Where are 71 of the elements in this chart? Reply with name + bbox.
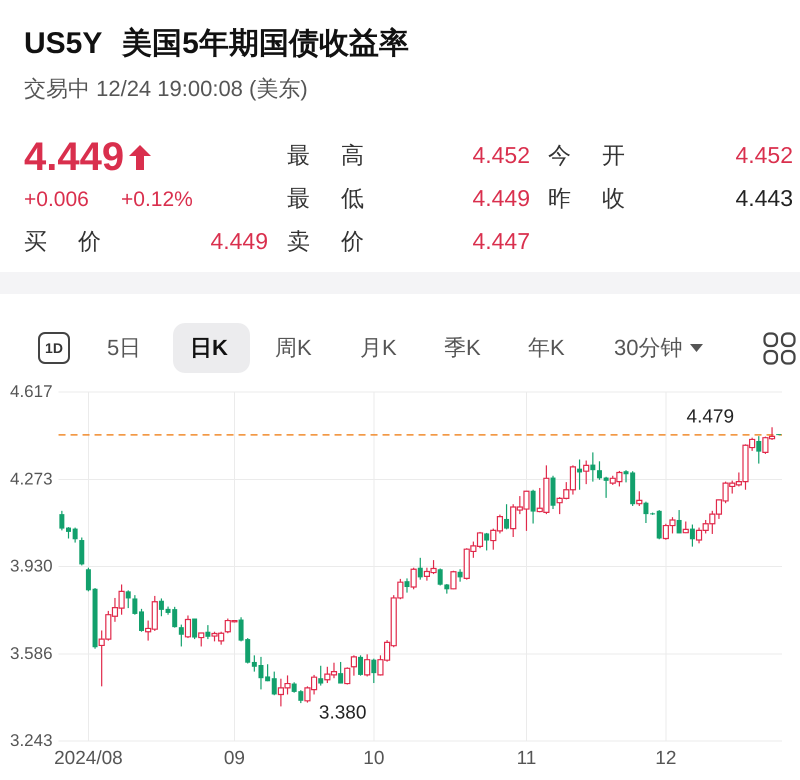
candlestick (450, 570, 457, 590)
annotation: 4.479 (686, 406, 734, 428)
text: 5日 (107, 335, 142, 361)
x-tick-label: 11 (516, 748, 536, 769)
candlestick (298, 690, 304, 704)
annotation: 3.380 (318, 702, 366, 724)
x-tick-label: 09 (224, 748, 245, 769)
chart-subtitle: 交易中 12/24 19:00:08 (美东) (24, 76, 308, 102)
x-tick-label: 12 (655, 748, 676, 769)
candlestick (636, 490, 642, 507)
text: 4.443 (735, 184, 793, 212)
y-tick-label: 3.930 (10, 556, 53, 576)
candlestick (444, 583, 450, 594)
text: 卖价 (287, 227, 364, 255)
text: 今开 (548, 141, 625, 169)
candlestick (590, 452, 596, 482)
text: 季K (444, 335, 481, 361)
text: 最高 (287, 141, 364, 169)
candlestick (338, 661, 344, 684)
candlestick (198, 632, 204, 648)
x-tick-label: 10 (363, 748, 384, 769)
text: 年K (528, 335, 565, 361)
candlestick (410, 567, 417, 590)
candlestick (192, 618, 198, 640)
candlestick (358, 654, 364, 676)
text: 4.449 (472, 184, 530, 212)
candlestick (126, 590, 131, 609)
text: +0.006 (24, 186, 89, 212)
candlestick (178, 624, 184, 648)
y-tick-label: 3.243 (10, 730, 53, 750)
candlestick (404, 578, 410, 594)
y-tick-label: 4.273 (10, 469, 53, 488)
text: 最低 (287, 184, 364, 212)
candlestick (205, 624, 210, 640)
candlestick (577, 458, 582, 490)
text: 月K (360, 335, 397, 361)
text: +0.12% (121, 186, 193, 212)
text: 昨收 (548, 184, 625, 212)
candlestick (364, 654, 370, 678)
candlestick (350, 654, 357, 676)
candlestick (682, 520, 689, 534)
candlestick (292, 682, 297, 694)
text: 4.449 (210, 227, 268, 255)
text: 30分钟 (614, 335, 682, 361)
candlestick (438, 568, 443, 586)
text: 日K (190, 335, 228, 361)
text: 买价 (24, 227, 101, 255)
candlestick (583, 460, 590, 485)
candlestick (530, 489, 536, 524)
text: 4.452 (472, 141, 530, 169)
candlestick (756, 436, 762, 464)
text: 周K (275, 335, 312, 361)
candlestick (344, 666, 350, 686)
y-tick-label: 4.617 (10, 382, 53, 401)
x-tick-label: 2024/08 (54, 748, 123, 769)
candlestick (458, 568, 463, 582)
text: 4.452 (735, 141, 793, 169)
chart-title: US5Y 美国5年期国债收益率 (24, 26, 409, 62)
candlestick (184, 614, 192, 639)
candlestick (318, 665, 324, 686)
candlestick (371, 658, 376, 684)
candlestick (676, 509, 682, 534)
text: 1D (44, 340, 64, 356)
candlestick (272, 671, 277, 696)
text: 4.447 (472, 227, 530, 255)
y-tick-label: 3.586 (10, 644, 53, 663)
candlestick (690, 524, 695, 548)
text: 4.449 (24, 134, 124, 181)
candlestick (504, 504, 510, 530)
candlestick (484, 532, 490, 552)
candlestick (418, 557, 423, 580)
